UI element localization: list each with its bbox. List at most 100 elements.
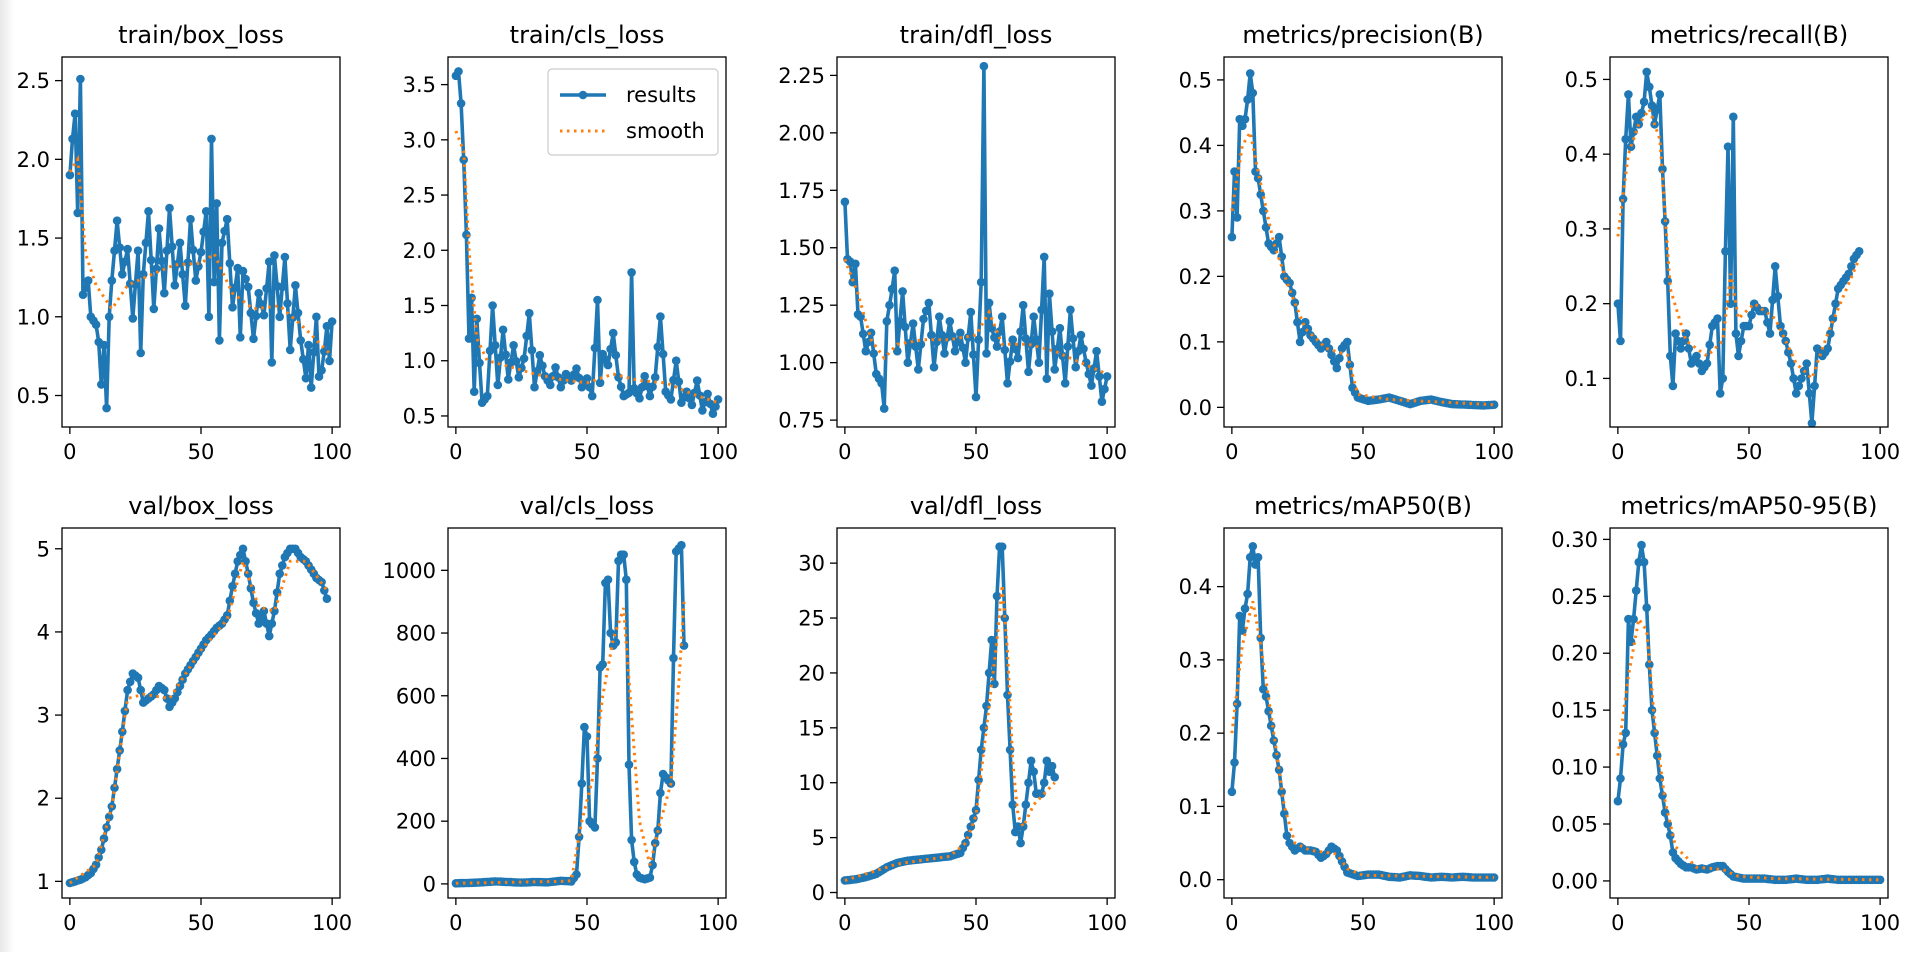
data-point — [144, 207, 153, 216]
data-point — [1660, 808, 1670, 817]
data-point — [243, 569, 253, 578]
data-point — [125, 677, 135, 687]
data-point — [1875, 875, 1885, 885]
data-point — [1744, 321, 1754, 331]
data-point — [877, 379, 886, 388]
y-tick-label: 1000 — [383, 559, 436, 583]
data-point — [1060, 379, 1070, 388]
y-tick-label: 600 — [396, 684, 436, 708]
data-point — [674, 377, 684, 387]
data-point — [997, 542, 1007, 551]
data-point — [1613, 796, 1623, 806]
data-point — [1045, 289, 1054, 299]
data-point — [698, 406, 707, 415]
smooth-line — [1616, 615, 1881, 882]
data-point — [1248, 542, 1258, 551]
data-point — [1232, 213, 1242, 222]
data-point — [517, 363, 526, 373]
data-point — [1647, 705, 1657, 715]
data-point — [840, 197, 850, 207]
data-point — [919, 314, 928, 324]
legend: results smooth — [547, 68, 719, 156]
y-tick-label: 0.1 — [1179, 795, 1212, 819]
data-point — [1731, 329, 1741, 338]
y-tick-label: 1.5 — [17, 227, 50, 251]
data-point — [593, 295, 602, 305]
data-point — [1778, 329, 1788, 338]
data-point — [1092, 346, 1101, 356]
data-point — [653, 342, 663, 352]
data-point — [1274, 765, 1284, 775]
data-point — [1807, 419, 1817, 428]
y-tick-label: 0.1 — [1179, 330, 1212, 354]
x-tick-label: 50 — [1350, 911, 1377, 935]
data-point — [91, 860, 101, 869]
data-point — [1616, 774, 1625, 783]
data-point — [1285, 278, 1294, 288]
data-point — [1102, 372, 1112, 381]
data-point — [1018, 300, 1028, 310]
x-tick-label: 0 — [838, 440, 851, 464]
data-point — [582, 732, 592, 741]
data-point — [327, 317, 337, 326]
y-tick-label: 2.0 — [17, 148, 50, 172]
data-point — [167, 242, 177, 251]
data-point — [1230, 758, 1239, 767]
data-point — [990, 333, 999, 342]
data-point — [1235, 611, 1244, 621]
y-tick-label: 1.25 — [778, 294, 825, 318]
data-point — [490, 341, 500, 350]
results-line — [1230, 71, 1495, 408]
data-point — [1797, 374, 1806, 383]
y-tick-label: 0.0 — [1179, 396, 1212, 420]
data-point — [685, 394, 694, 403]
data-point — [961, 358, 970, 368]
data-point — [1008, 800, 1017, 809]
x-tick-label: 100 — [1474, 911, 1514, 935]
data-point — [656, 788, 665, 798]
data-point — [974, 775, 983, 785]
data-point — [635, 394, 644, 403]
data-point — [1071, 362, 1080, 372]
results-line — [69, 546, 329, 885]
data-point — [1282, 831, 1292, 840]
data-point — [99, 834, 109, 843]
data-point — [1037, 789, 1046, 798]
data-point — [992, 591, 1002, 601]
y-tick-label: 200 — [396, 810, 436, 834]
data-point — [658, 349, 668, 359]
plot-title: metrics/mAP50(B) — [1254, 492, 1472, 520]
y-tick-label: 2 — [37, 787, 50, 811]
subplot-train-box-loss: train/box_loss 0 50 100 0.5 1.0 1.5 2.0 2.5 — [17, 21, 353, 464]
data-point — [1005, 357, 1015, 366]
data-point — [178, 270, 187, 279]
data-point — [611, 638, 621, 647]
data-point — [914, 365, 923, 374]
y-tick-label: 1 — [37, 870, 50, 894]
data-point — [900, 322, 910, 332]
data-point — [1016, 327, 1025, 336]
y-tick-label: 0.15 — [1551, 699, 1598, 723]
data-point — [199, 227, 208, 237]
x-tick-label: 50 — [574, 911, 601, 935]
data-point — [1794, 381, 1804, 391]
data-point — [1332, 363, 1342, 373]
data-point — [1747, 310, 1756, 320]
y-tick-label: 2.5 — [403, 184, 436, 208]
data-point — [1637, 108, 1646, 118]
plot-frame — [1223, 56, 1503, 428]
data-point — [598, 660, 607, 669]
data-point — [1032, 335, 1041, 345]
x-tick-label: 0 — [63, 911, 76, 935]
data-point — [546, 380, 555, 390]
data-point — [118, 727, 127, 736]
data-point — [595, 378, 605, 388]
data-point — [320, 347, 329, 356]
y-tick-label: 25 — [798, 607, 825, 631]
data-point — [1039, 778, 1049, 787]
data-point — [1245, 69, 1255, 78]
data-point — [974, 335, 983, 345]
data-point — [462, 230, 471, 240]
y-tick-label: 0.3 — [1565, 217, 1598, 241]
data-point — [118, 270, 127, 279]
